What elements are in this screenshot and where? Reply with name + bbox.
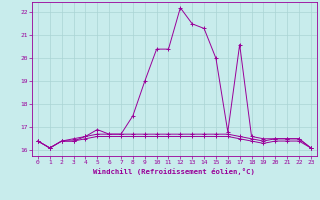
X-axis label: Windchill (Refroidissement éolien,°C): Windchill (Refroidissement éolien,°C) (93, 168, 255, 175)
